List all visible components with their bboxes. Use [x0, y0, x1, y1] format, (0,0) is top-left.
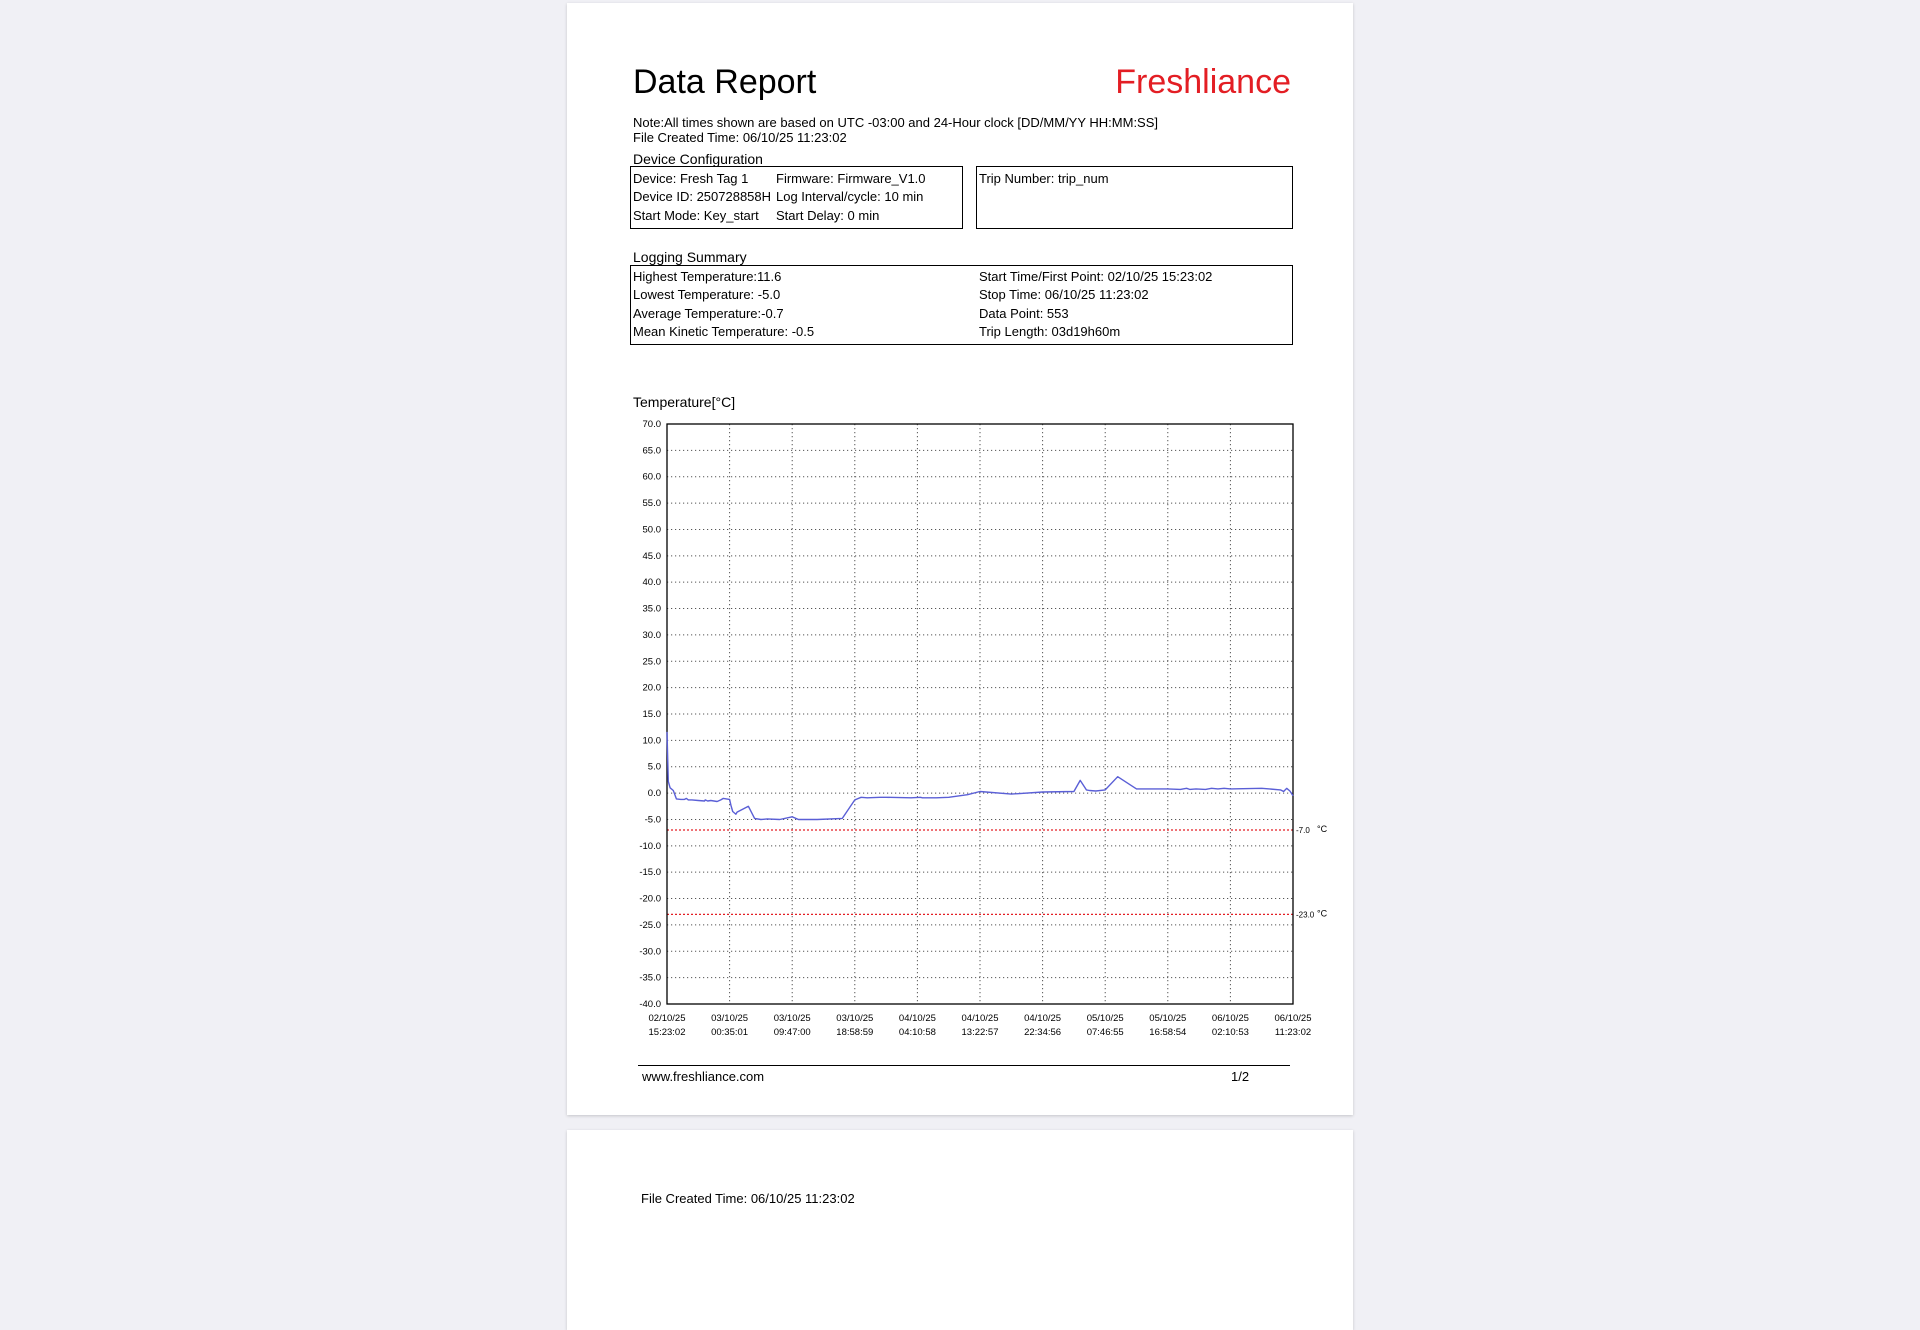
- threshold-label: -23.0: [1296, 910, 1315, 919]
- y-tick-label: 60.0: [643, 472, 662, 483]
- threshold-unit: °C: [1317, 908, 1328, 918]
- x-tick-time: 07:46:55: [1087, 1027, 1124, 1038]
- y-tick-label: -25.0: [639, 920, 661, 931]
- y-tick-label: -35.0: [639, 973, 661, 984]
- y-tick-label: -10.0: [639, 841, 661, 852]
- x-tick-date: 04/10/25: [962, 1013, 999, 1024]
- start-mode: Start Mode: Key_start: [633, 208, 759, 223]
- y-tick-label: 65.0: [643, 445, 662, 456]
- x-tick-date: 05/10/25: [1087, 1013, 1124, 1024]
- y-tick-label: 30.0: [643, 630, 662, 641]
- x-tick-date: 06/10/25: [1275, 1013, 1312, 1024]
- x-tick-time: 09:47:00: [774, 1027, 811, 1038]
- x-tick-time: 04:10:58: [899, 1027, 936, 1038]
- start-delay: Start Delay: 0 min: [776, 208, 880, 223]
- chart-ylabel: Temperature[°C]: [633, 394, 736, 410]
- brand-logo-text: Freshliance: [1115, 63, 1291, 101]
- file-created-time: File Created Time: 06/10/25 11:23:02: [633, 130, 847, 145]
- y-tick-label: -15.0: [639, 867, 661, 878]
- x-tick-date: 02/10/25: [649, 1013, 686, 1024]
- device-config-heading: Device Configuration: [633, 151, 763, 167]
- device-id: Device ID: 250728858H: [633, 189, 772, 204]
- y-tick-label: -30.0: [639, 946, 661, 957]
- highest-temperature: Highest Temperature:11.6: [633, 269, 782, 284]
- y-tick-label: 25.0: [643, 656, 662, 667]
- x-tick-date: 03/10/25: [711, 1013, 748, 1024]
- x-tick-time: 18:58:59: [836, 1027, 873, 1038]
- footer-url[interactable]: www.freshliance.com: [642, 1069, 765, 1084]
- y-tick-label: -5.0: [645, 814, 661, 825]
- y-tick-label: 5.0: [648, 762, 661, 773]
- data-point-count: Data Point: 553: [979, 306, 1069, 321]
- page2-file-created-time: File Created Time: 06/10/25 11:23:02: [641, 1191, 855, 1206]
- device-name: Device: Fresh Tag 1: [633, 171, 749, 186]
- y-tick-label: 0.0: [648, 788, 661, 799]
- trip-number: Trip Number: trip_num: [979, 171, 1109, 186]
- trip-length: Trip Length: 03d19h60m: [979, 324, 1121, 339]
- x-tick-date: 03/10/25: [836, 1013, 873, 1024]
- threshold-label: -7.0: [1296, 826, 1310, 835]
- y-tick-label: 70.0: [643, 419, 662, 430]
- x-tick-time: 16:58:54: [1149, 1027, 1186, 1038]
- lowest-temperature: Lowest Temperature: -5.0: [633, 287, 781, 302]
- average-temperature: Average Temperature:-0.7: [633, 306, 784, 321]
- plot-frame: [666, 423, 1294, 1005]
- x-tick-time: 02:10:53: [1212, 1027, 1249, 1038]
- report-title: Data Report: [633, 63, 817, 101]
- x-tick-time: 13:22:57: [962, 1027, 999, 1038]
- footer-divider: [638, 1065, 1290, 1066]
- start-time: Start Time/First Point: 02/10/25 15:23:0…: [979, 269, 1213, 284]
- page-number: 1/2: [1231, 1069, 1250, 1084]
- report-page-2: File Created Time: 06/10/25 11:23:02: [567, 1130, 1353, 1330]
- threshold-unit: °C: [1317, 824, 1328, 834]
- timezone-note: Note:All times shown are based on UTC -0…: [633, 115, 1159, 130]
- y-tick-label: 50.0: [643, 524, 662, 535]
- report-page-1: Data Report Freshliance Note:All times s…: [567, 3, 1353, 1115]
- x-tick-date: 04/10/25: [1024, 1013, 1061, 1024]
- y-tick-label: 40.0: [643, 577, 662, 588]
- device-config-box: Device: Fresh Tag 1 Firmware: Firmware_V…: [630, 166, 963, 229]
- y-tick-label: 55.0: [643, 498, 662, 509]
- y-tick-label: 15.0: [643, 709, 662, 720]
- trip-box: Trip Number: trip_num: [976, 166, 1293, 229]
- stop-time: Stop Time: 06/10/25 11:23:02: [979, 287, 1149, 302]
- y-tick-label: 10.0: [643, 735, 662, 746]
- y-tick-label: 35.0: [643, 604, 662, 615]
- firmware: Firmware: Firmware_V1.0: [776, 171, 926, 186]
- logging-summary-heading: Logging Summary: [633, 249, 747, 265]
- x-tick-time: 11:23:02: [1275, 1027, 1311, 1038]
- log-interval: Log Interval/cycle: 10 min: [776, 189, 924, 204]
- y-tick-label: 45.0: [643, 551, 662, 562]
- temperature-chart: 70.0 65.0 60.0 55.0 50.0 45.0 40.0 35.0 30.0 25.0…: [639, 419, 1328, 1038]
- x-tick-time: 22:34:56: [1024, 1027, 1061, 1038]
- mean-kinetic-temperature: Mean Kinetic Temperature: -0.5: [633, 324, 815, 339]
- x-tick-date: 06/10/25: [1212, 1013, 1249, 1024]
- y-tick-label: -20.0: [639, 894, 661, 905]
- logging-summary-box: Highest Temperature:11.6 Lowest Temperat…: [630, 265, 1293, 345]
- temperature-series-line: [666, 731, 1294, 821]
- y-tick-label: -40.0: [639, 999, 661, 1010]
- x-tick-time: 00:35:01: [711, 1027, 748, 1038]
- x-tick-date: 03/10/25: [774, 1013, 811, 1024]
- x-tick-date: 05/10/25: [1149, 1013, 1186, 1024]
- x-tick-date: 04/10/25: [899, 1013, 936, 1024]
- y-tick-label: 20.0: [643, 683, 662, 694]
- x-tick-time: 15:23:02: [649, 1027, 686, 1038]
